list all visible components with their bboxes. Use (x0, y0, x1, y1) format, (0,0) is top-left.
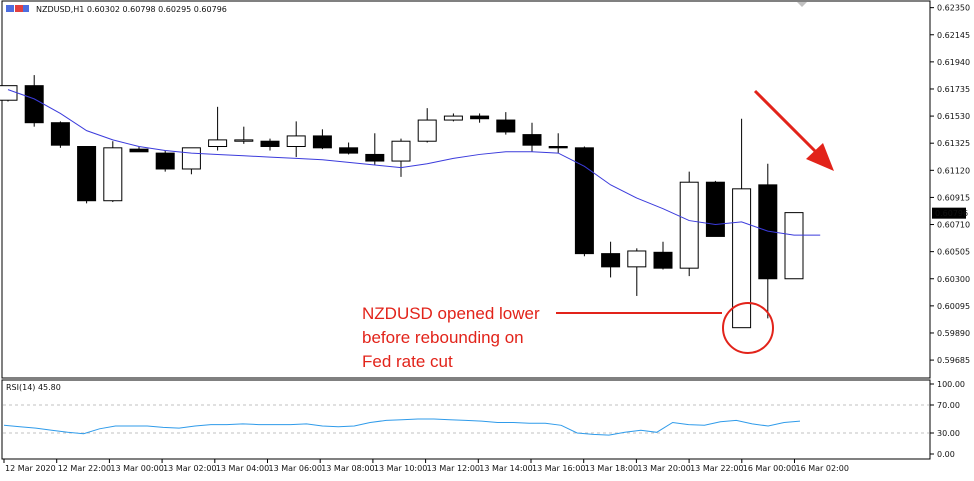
time-tick-label: 12 Mar 2020 (5, 464, 56, 473)
rsi-tick-label: 0.00 (937, 450, 955, 459)
bear-candle (574, 147, 594, 255)
bear-candle (312, 135, 332, 149)
time-axis: 12 Mar 2020 12 Mar 22:00 13 Mar 00:00 13 Ma… (3, 459, 849, 473)
bull-candle (784, 212, 804, 280)
price-tick-label: 0.60095 (937, 302, 970, 311)
time-tick-label: 13 Mar 16:00 (532, 464, 585, 473)
bull-candle (443, 115, 463, 121)
time-tick-label: 13 Mar 10:00 (374, 464, 427, 473)
bear-candle (601, 253, 621, 268)
trend-arrow-head-icon (806, 143, 834, 171)
bear-candle (548, 146, 568, 149)
annotation-line-3: Fed rate cut (362, 352, 453, 371)
bull-candle (417, 119, 437, 142)
time-tick-label: 12 Mar 22:00 (58, 464, 111, 473)
bear-candle (260, 140, 280, 148)
price-tick-label: 0.61940 (937, 58, 970, 67)
rsi-level-lines (3, 404, 929, 434)
annotation: NZDUSD opened lower before rebounding on… (362, 89, 834, 371)
price-tick-label: 0.61735 (937, 85, 970, 94)
price-tick-label: 0.60300 (937, 275, 970, 284)
chart-type-icon[interactable] (6, 5, 29, 12)
price-tick-label: 0.61530 (937, 112, 970, 121)
price-tick-label: 0.60505 (937, 248, 970, 257)
current-price-label: 0.60796 (935, 209, 968, 218)
annotation-line-1: NZDUSD opened lower (362, 304, 540, 323)
rsi-tick-label: 70.00 (937, 401, 960, 410)
bull-candle (391, 140, 411, 162)
price-tick-label: 0.61120 (937, 166, 970, 175)
price-tick-label: 0.60710 (937, 221, 970, 230)
rsi-axis: 100.00 70.00 30.00 0.00 (930, 380, 965, 459)
bear-candle (365, 153, 385, 162)
rsi-line (3, 418, 801, 436)
time-tick-label: 13 Mar 12:00 (427, 464, 480, 473)
current-price-box (932, 207, 966, 219)
rsi-tick-label: 30.00 (937, 429, 960, 438)
price-tick-label: 0.62145 (937, 31, 970, 40)
time-tick-label: 16 Mar 00:00 (743, 464, 796, 473)
bear-candle (705, 181, 725, 237)
bear-candle (496, 119, 516, 133)
bull-candle (103, 147, 123, 202)
time-tick-label: 13 Mar 00:00 (110, 464, 163, 473)
bull-candle (0, 85, 18, 101)
annotation-line-2: before rebounding on (362, 328, 524, 347)
time-tick-label: 13 Mar 14:00 (479, 464, 532, 473)
bear-candle (470, 115, 490, 120)
trend-arrow-shaft (753, 89, 818, 154)
price-tick-label: 0.61325 (937, 139, 970, 148)
bear-candle (339, 147, 359, 154)
bull-candle (679, 181, 699, 269)
candlestick-series (0, 75, 804, 329)
moving-average-line (7, 89, 821, 236)
bull-candle (208, 139, 228, 148)
price-tick-label: 0.60915 (937, 193, 970, 202)
rsi-tick-label: 100.00 (937, 380, 965, 389)
bear-candle (129, 148, 149, 153)
price-axis: 0.62350 0.62145 0.61940 0.61735 0.61530 0.613… (930, 4, 970, 365)
time-tick-label: 13 Mar 06:00 (269, 464, 322, 473)
time-tick-label: 13 Mar 08:00 (321, 464, 374, 473)
bull-candle (181, 147, 201, 170)
chart-shift-marker-icon[interactable] (797, 2, 807, 7)
annotation-circle (722, 302, 774, 354)
price-tick-label: 0.62350 (937, 4, 970, 13)
time-tick-label: 13 Mar 04:00 (216, 464, 269, 473)
bear-candle (522, 134, 542, 146)
bull-candle (234, 139, 254, 142)
bear-candle (155, 152, 175, 170)
rsi-header: RSI(14) 45.80 (6, 383, 61, 392)
time-tick-label: 13 Mar 22:00 (690, 464, 743, 473)
bear-candle (77, 146, 97, 202)
bull-candle (627, 250, 647, 268)
bear-candle (50, 122, 70, 146)
price-tick-label: 0.59685 (937, 356, 970, 365)
price-tick-label: 0.59890 (937, 329, 970, 338)
rsi-frame (1, 379, 931, 460)
time-tick-label: 13 Mar 18:00 (585, 464, 638, 473)
time-tick-label: 13 Mar 02:00 (163, 464, 216, 473)
bear-candle (758, 184, 778, 280)
time-tick-label: 16 Mar 02:00 (796, 464, 849, 473)
bull-candle (286, 135, 306, 148)
time-tick-label: 13 Mar 20:00 (637, 464, 690, 473)
bear-candle (653, 251, 673, 269)
bear-candle (24, 85, 44, 124)
symbol-header: NZDUSD,H1 0.60302 0.60798 0.60295 0.6079… (36, 5, 227, 14)
